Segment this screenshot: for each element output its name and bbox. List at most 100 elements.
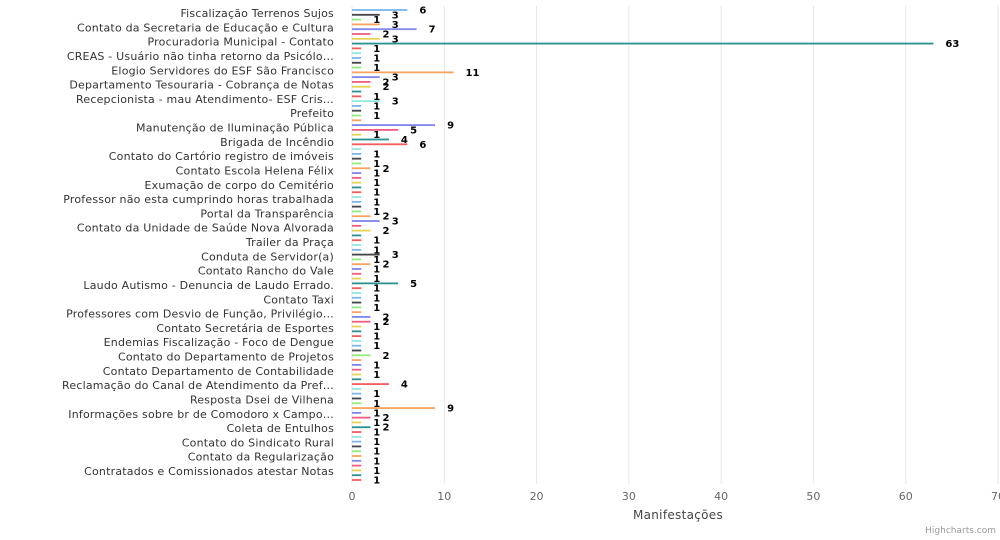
bar[interactable] xyxy=(352,282,399,285)
bar[interactable] xyxy=(352,176,362,179)
bar[interactable] xyxy=(352,397,362,400)
bar[interactable] xyxy=(352,445,362,448)
bar[interactable] xyxy=(352,148,362,150)
bar[interactable] xyxy=(352,455,362,457)
bar[interactable] xyxy=(352,440,362,443)
bar[interactable] xyxy=(352,474,362,477)
bar[interactable] xyxy=(352,37,380,40)
bar[interactable] xyxy=(352,181,362,184)
bar[interactable] xyxy=(352,71,454,74)
bar[interactable] xyxy=(352,28,417,31)
bar[interactable] xyxy=(352,268,362,270)
credits-link[interactable]: Highcharts.com xyxy=(925,526,996,536)
bar[interactable] xyxy=(352,109,362,112)
bar[interactable] xyxy=(352,61,362,64)
bar[interactable] xyxy=(352,431,362,433)
bar[interactable] xyxy=(352,311,362,314)
bar[interactable] xyxy=(352,244,362,246)
bar[interactable] xyxy=(352,387,362,390)
bar[interactable] xyxy=(352,287,362,290)
bar[interactable] xyxy=(352,263,371,266)
bar[interactable] xyxy=(352,196,362,198)
bar[interactable] xyxy=(352,469,362,472)
bar[interactable] xyxy=(352,119,362,122)
bar[interactable] xyxy=(352,9,408,11)
bar[interactable] xyxy=(352,138,389,141)
bar[interactable] xyxy=(352,57,362,59)
bar[interactable] xyxy=(352,459,362,462)
bar[interactable] xyxy=(352,229,371,232)
bar[interactable] xyxy=(352,320,371,323)
bar[interactable] xyxy=(352,330,362,333)
bar[interactable] xyxy=(352,205,362,208)
bar[interactable] xyxy=(352,426,371,429)
bar[interactable] xyxy=(352,76,380,79)
bar[interactable] xyxy=(352,114,362,117)
bar[interactable] xyxy=(352,239,362,242)
bar[interactable] xyxy=(352,234,362,237)
bar[interactable] xyxy=(352,47,362,50)
bar[interactable] xyxy=(352,292,362,294)
bar[interactable] xyxy=(352,464,362,467)
bar[interactable] xyxy=(352,124,436,126)
bar[interactable] xyxy=(352,349,362,352)
bar[interactable] xyxy=(352,272,362,275)
bar[interactable] xyxy=(352,167,371,170)
bar[interactable] xyxy=(352,296,362,299)
bar[interactable] xyxy=(352,100,380,103)
bar[interactable] xyxy=(352,392,362,395)
bar[interactable] xyxy=(352,344,362,347)
bar[interactable] xyxy=(352,186,362,189)
bar[interactable] xyxy=(352,42,934,45)
bar[interactable] xyxy=(352,143,408,146)
bar[interactable] xyxy=(352,402,362,405)
bar[interactable] xyxy=(352,95,362,98)
bar[interactable] xyxy=(352,277,362,280)
bar[interactable] xyxy=(352,18,362,21)
bar[interactable] xyxy=(352,411,362,414)
bar[interactable] xyxy=(352,191,362,194)
bar[interactable] xyxy=(352,378,362,381)
bar[interactable] xyxy=(352,335,362,338)
bar[interactable] xyxy=(352,33,371,35)
bar[interactable] xyxy=(352,162,362,165)
bar[interactable] xyxy=(352,200,362,203)
bar[interactable] xyxy=(352,172,362,174)
bar[interactable] xyxy=(352,421,362,424)
bar[interactable] xyxy=(352,368,362,371)
bar[interactable] xyxy=(352,81,371,83)
bar[interactable] xyxy=(352,66,362,69)
bar[interactable] xyxy=(352,354,371,357)
bar[interactable] xyxy=(352,220,380,222)
bar[interactable] xyxy=(352,224,362,227)
bar[interactable] xyxy=(352,90,362,93)
bar[interactable] xyxy=(352,133,362,136)
bar[interactable] xyxy=(352,407,436,409)
bar[interactable] xyxy=(352,306,362,309)
bar[interactable] xyxy=(352,85,371,88)
bar[interactable] xyxy=(352,13,380,16)
bar[interactable] xyxy=(352,248,362,251)
bar[interactable] xyxy=(352,479,362,481)
bar[interactable] xyxy=(352,52,362,55)
bar[interactable] xyxy=(352,373,362,376)
bar[interactable] xyxy=(352,325,362,328)
bar[interactable] xyxy=(352,340,362,342)
bar[interactable] xyxy=(352,152,362,155)
bar[interactable] xyxy=(352,210,362,213)
bar[interactable] xyxy=(352,435,362,438)
bar[interactable] xyxy=(352,383,389,385)
bar[interactable] xyxy=(352,359,362,361)
bar[interactable] xyxy=(352,416,371,419)
bar[interactable] xyxy=(352,23,380,26)
bar[interactable] xyxy=(352,316,371,318)
bar[interactable] xyxy=(352,129,399,131)
bar[interactable] xyxy=(352,215,371,218)
bar[interactable] xyxy=(352,105,362,107)
bar[interactable] xyxy=(352,157,362,160)
bar[interactable] xyxy=(352,301,362,304)
bar[interactable] xyxy=(352,258,362,261)
bar[interactable] xyxy=(352,450,362,453)
bar[interactable] xyxy=(352,253,380,256)
bar[interactable] xyxy=(352,364,362,366)
